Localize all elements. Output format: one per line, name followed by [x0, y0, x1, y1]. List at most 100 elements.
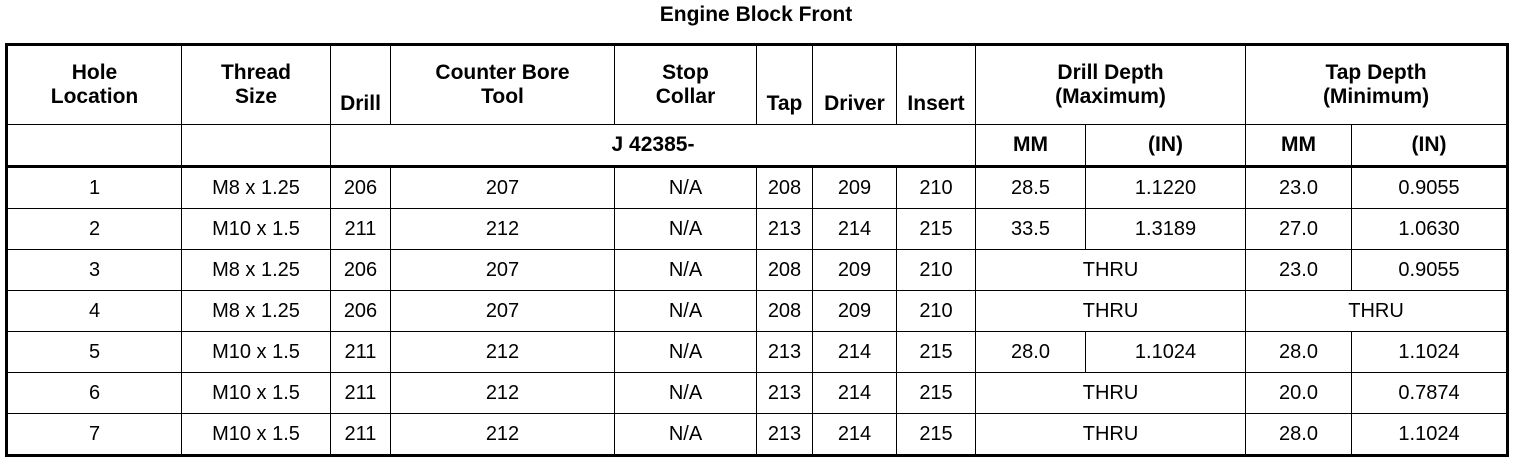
header-line: Collar [655, 85, 716, 108]
cell-counter-bore: 212 [390, 208, 615, 250]
drill-depth-in: (IN) [1084, 124, 1247, 168]
cell-driver: 214 [812, 331, 897, 373]
header-drill: Drill [330, 44, 391, 125]
cell-driver: 214 [812, 413, 897, 456]
header-line: Counter Bore [435, 61, 570, 84]
cell-drill: 206 [330, 249, 391, 291]
cell-hole-location: 4 [6, 290, 182, 332]
cell-tap: 213 [756, 413, 813, 456]
cell-hole-location: 7 [6, 413, 182, 456]
cell-driver: 209 [812, 249, 897, 291]
cell-tap-depth-mm: 23.0 [1245, 166, 1353, 209]
header-line: Location [50, 85, 139, 108]
cell-tap-depth-in: 1.1024 [1351, 331, 1509, 373]
cell-tap: 208 [756, 290, 813, 332]
cell-counter-bore: 212 [390, 372, 615, 414]
header-thread-size: Thread Size [181, 44, 331, 125]
cell-hole-location: 2 [6, 208, 182, 250]
header-line: Stop [662, 61, 709, 84]
cell-thread-size: M10 x 1.5 [181, 331, 331, 373]
cell-drill: 211 [330, 208, 391, 250]
cell-tap: 213 [756, 208, 813, 250]
table-row: 4 M8 x 1.25 206 207 N/A 208 209 210 THRU THRU [6, 290, 1509, 332]
cell-counter-bore: 212 [390, 331, 615, 373]
cell-tap-depth-in: 0.7874 [1351, 372, 1509, 414]
cell-hole-location: 6 [6, 372, 182, 414]
tool-prefix: J 42385- [330, 124, 976, 168]
cell-stop-collar: N/A [614, 413, 757, 456]
cell-tap-depth-mm: 27.0 [1245, 208, 1353, 250]
cell-tap: 208 [756, 166, 813, 209]
tap-depth-in: (IN) [1351, 124, 1509, 168]
cell-stop-collar: N/A [614, 290, 757, 332]
empty-cell [6, 124, 182, 168]
header-line: Hole [71, 61, 118, 84]
cell-counter-bore: 207 [390, 290, 615, 332]
cell-insert: 215 [896, 208, 976, 250]
cell-tap: 213 [756, 372, 813, 414]
cell-driver: 209 [812, 166, 897, 209]
cell-stop-collar: N/A [614, 166, 757, 209]
cell-thread-size: M10 x 1.5 [181, 413, 331, 456]
header-line: Size [234, 85, 278, 108]
cell-stop-collar: N/A [614, 331, 757, 373]
cell-drill: 211 [330, 413, 391, 456]
cell-drill: 211 [330, 372, 391, 414]
cell-counter-bore: 207 [390, 166, 615, 209]
table-title: Engine Block Front [659, 3, 853, 26]
header-hole-location: Hole Location [6, 44, 182, 125]
cell-hole-location: 3 [6, 249, 182, 291]
header-line: Drill Depth [1057, 61, 1164, 84]
cell-tap-depth-in: 0.9055 [1351, 249, 1509, 291]
cell-drill-depth-in: 1.3189 [1084, 208, 1247, 250]
header-line: Insert [907, 92, 965, 115]
table-row: 3 M8 x 1.25 206 207 N/A 208 209 210 THRU 23.0 0.90… [6, 249, 1509, 291]
drill-depth-mm: MM [975, 124, 1086, 168]
cell-drill-depth-mm: 28.5 [975, 166, 1086, 209]
cell-tap-depth: THRU [1245, 290, 1509, 332]
table-row: 7 M10 x 1.5 211 212 N/A 213 214 215 THRU 28.0 1.10… [6, 413, 1509, 456]
cell-counter-bore: 212 [390, 413, 615, 456]
cell-drill-depth: THRU [974, 413, 1247, 456]
header-line: Tap [766, 92, 803, 115]
cell-driver: 209 [812, 290, 897, 332]
header-tap-depth: Tap Depth (Minimum) [1245, 44, 1509, 125]
cell-stop-collar: N/A [614, 372, 757, 414]
cell-thread-size: M8 x 1.25 [181, 290, 331, 332]
cell-drill: 206 [330, 290, 391, 332]
cell-insert: 210 [896, 166, 976, 209]
header-tap: Tap [756, 44, 813, 125]
engine-block-front-table: Hole Location Thread Size Drill Counter Bo… [5, 43, 1510, 457]
cell-drill: 206 [330, 166, 391, 209]
cell-hole-location: 1 [6, 166, 182, 209]
header-insert: Insert [896, 44, 976, 125]
cell-tap-depth-in: 0.9055 [1351, 166, 1509, 209]
header-line: Tool [481, 85, 524, 108]
cell-thread-size: M10 x 1.5 [181, 208, 331, 250]
table-row: 1 M8 x 1.25 206 207 N/A 208 209 210 28.5 1.1220 23… [6, 166, 1509, 209]
cell-insert: 215 [896, 372, 976, 414]
table-row: 5 M10 x 1.5 211 212 N/A 213 214 215 28.0 1.1024 28… [6, 331, 1509, 373]
cell-insert: 215 [896, 413, 976, 456]
header-stop-collar: Stop Collar [614, 44, 757, 125]
cell-thread-size: M8 x 1.25 [181, 166, 331, 209]
cell-stop-collar: N/A [614, 249, 757, 291]
cell-tap-depth-mm: 28.0 [1245, 331, 1353, 373]
cell-counter-bore: 207 [390, 249, 615, 291]
cell-drill-depth-in: 1.1024 [1084, 331, 1247, 373]
header-line: (Maximum) [1055, 85, 1166, 108]
cell-drill-depth-mm: 33.5 [975, 208, 1086, 250]
cell-tap-depth-in: 1.1024 [1351, 413, 1509, 456]
cell-drill-depth-mm: 28.0 [975, 331, 1086, 373]
header-counter-bore: Counter Bore Tool [390, 44, 615, 125]
empty-cell [181, 124, 331, 168]
cell-tap-depth-mm: 20.0 [1245, 372, 1353, 414]
tap-depth-mm: MM [1245, 124, 1353, 168]
cell-drill-depth: THRU [974, 249, 1247, 291]
header-drill-depth: Drill Depth (Maximum) [974, 44, 1247, 125]
cell-tap-depth-mm: 23.0 [1245, 249, 1353, 291]
cell-drill-depth: THRU [974, 290, 1247, 332]
cell-drill: 211 [330, 331, 391, 373]
table-row: 2 M10 x 1.5 211 212 N/A 213 214 215 33.5 1.3189 27… [6, 208, 1509, 250]
cell-tap: 213 [756, 331, 813, 373]
